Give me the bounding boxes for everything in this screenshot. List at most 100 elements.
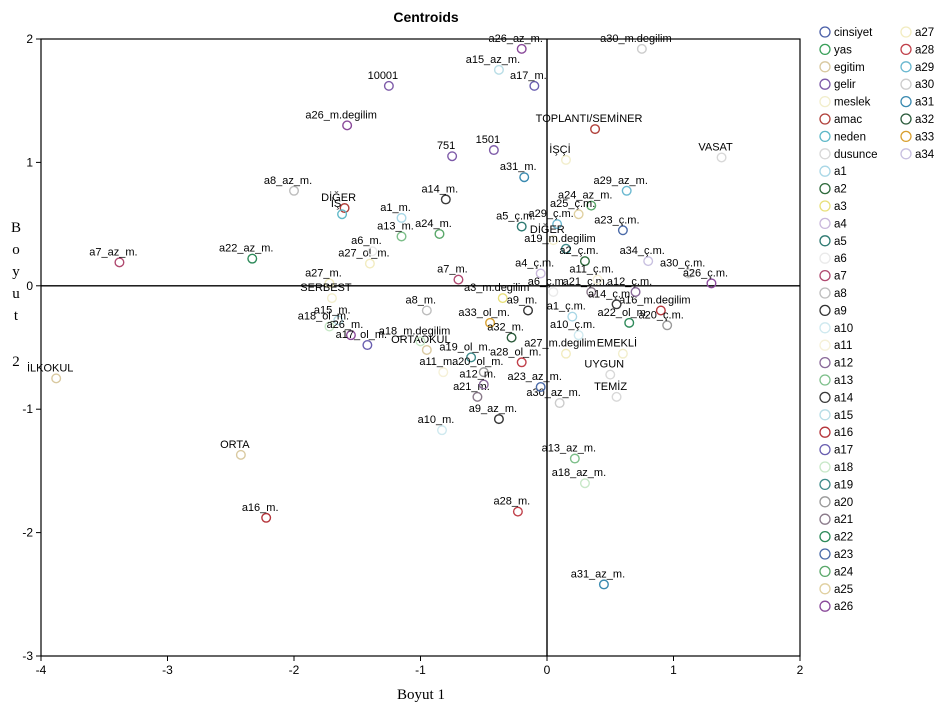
centroid-point: a18_ol_m. [298, 311, 349, 332]
point-marker [362, 340, 373, 351]
point-label: a5_ç.m. [496, 211, 535, 223]
legend-label: a25 [834, 584, 853, 596]
centroid-point: 1501 [476, 134, 500, 156]
point-marker [529, 80, 540, 91]
centroid-point: a8_az_m. [264, 175, 312, 196]
legend-marker [900, 148, 912, 160]
x-tick-label: 2 [797, 663, 804, 677]
point-label: a17_ol_m. [336, 329, 387, 341]
centroid-point: a12_m. [459, 369, 496, 390]
legend-label: neden [834, 131, 866, 143]
point-label: a26_ç.m. [683, 267, 728, 279]
legend-item: a16 [819, 426, 853, 439]
legend-label: dusunce [834, 149, 877, 161]
centroid-point: TOPLANTI/SEMİNER [536, 112, 643, 135]
legend-marker [819, 478, 831, 491]
legend-label: a30 [915, 79, 934, 91]
point-label: a30_ç.m. [660, 257, 705, 269]
centroid-point: TEMİZ [594, 380, 627, 402]
point-marker [261, 512, 272, 523]
centroid-point: a12_ç.m. [607, 276, 652, 297]
point-label: a34_ç.m. [620, 245, 665, 257]
legend-marker [819, 374, 831, 386]
point-label: EMEKLİ [597, 337, 637, 350]
point-label: a28_m. [494, 496, 531, 508]
point-marker [506, 332, 517, 343]
point-label: a12_ç.m. [607, 276, 652, 288]
point-label: a27_ol_m. [338, 248, 389, 260]
legend-item: cinsiyet [819, 26, 873, 39]
centroid-point: a17_m. [510, 70, 547, 91]
centroid-point: 751 [437, 140, 458, 162]
point-label: a16_m. [242, 502, 279, 514]
point-marker [438, 367, 449, 378]
point-marker [552, 219, 563, 230]
point-label: SERBEST [300, 282, 352, 294]
point-label: a22_az_m. [219, 243, 273, 255]
legend-marker [819, 78, 831, 90]
legend-marker [819, 182, 831, 195]
centroid-point: a34_ç.m. [620, 245, 665, 267]
centroid-point: İLKOKUL [27, 361, 73, 384]
points-layer: a26_az_m. a30_m.degilim a15_az_m. a17_m. 100… [27, 33, 733, 590]
point-marker [289, 185, 300, 196]
point-label: a3_m.degilim [464, 282, 529, 294]
centroid-point: a32_m. [487, 322, 524, 343]
centroid-point: a31_az_m. [571, 568, 625, 590]
centroid-point: a3_m.degilim [464, 282, 529, 304]
centroid-point: a22_ol_m. [598, 307, 649, 328]
legend-item: a5 [819, 235, 847, 248]
legend-item: a10 [819, 322, 853, 335]
legend-item: egitim [819, 61, 865, 74]
legend-marker [819, 409, 831, 421]
point-label: a25_ç.m. [550, 198, 595, 210]
centroid-point: a24_m. [415, 218, 452, 239]
centroid-point: a19_m.degilim [524, 233, 596, 254]
point-label: a1_ç.m. [547, 301, 586, 313]
centroid-point: a9_m. [507, 294, 537, 316]
point-marker [655, 305, 666, 316]
legend-marker [900, 95, 912, 108]
legend-label: a8 [834, 288, 847, 300]
centroid-point: a7_m. [437, 264, 468, 285]
legend-item: a21 [819, 513, 853, 526]
point-label: a16_m.degilim [619, 294, 691, 306]
y-tick-label: 2 [26, 32, 33, 46]
point-marker [590, 124, 601, 135]
legend-marker [819, 322, 831, 334]
point-label: a18_m.degilim [379, 325, 451, 337]
centroid-point: a5_ç.m. [496, 211, 535, 232]
point-label: a4_ç.m. [515, 257, 554, 269]
centroid-point: a30_az_m. [526, 387, 581, 409]
y-axis-title-glyph: 2 [12, 354, 20, 370]
point-label: a26_m. [327, 319, 364, 331]
point-label: a17_m. [510, 70, 547, 82]
centroid-point: a28_m. [494, 496, 531, 517]
centroid-point: a21_m. [453, 381, 490, 402]
legend-label: yas [834, 44, 852, 56]
legend-marker [819, 600, 831, 612]
point-marker [611, 391, 622, 402]
point-label: a29_ç.m. [528, 208, 573, 220]
legend-label: a34 [915, 149, 935, 161]
legend-item: a29 [900, 61, 934, 74]
legend-item: a28 [900, 43, 934, 56]
centroid-point: a26_ç.m. [683, 267, 728, 289]
centroid-point: a26_m.degilim [305, 109, 377, 131]
legend-item: meslek [819, 95, 871, 109]
centroid-point: a27_m.degilim [524, 338, 596, 359]
y-tick-label: 1 [26, 155, 33, 169]
point-label: İLKOKUL [27, 361, 73, 374]
x-axis-ticks: -4 -3 -2 -1 0 1 2 [36, 656, 804, 677]
point-label: a20_ç.m. [639, 309, 684, 321]
point-marker [586, 286, 597, 297]
point-marker [630, 286, 641, 297]
centroid-point: a8_m. [406, 294, 436, 316]
point-marker [643, 256, 654, 267]
legend-item: a30 [900, 78, 934, 91]
point-marker [579, 256, 590, 267]
legend-marker [819, 61, 831, 73]
point-marker [624, 317, 635, 328]
legend-marker [900, 61, 912, 73]
centroid-point: a18_az_m. [552, 467, 606, 489]
